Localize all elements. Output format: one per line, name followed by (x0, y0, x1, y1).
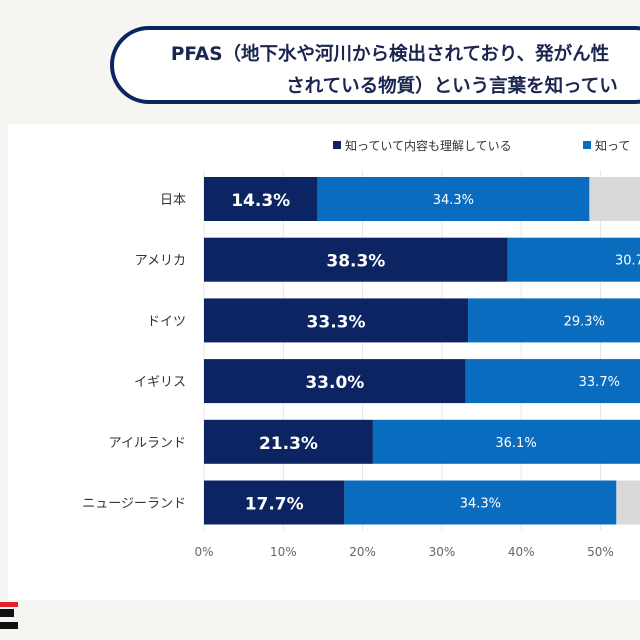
legend-label-1: 知っていて内容も理解している (345, 138, 512, 153)
bar-segment (344, 480, 617, 525)
bar-segment (204, 359, 466, 404)
bar-segment (465, 359, 640, 404)
data-label: 33.3% (307, 312, 366, 332)
title-box (110, 26, 640, 104)
bar-segment (507, 237, 640, 282)
category-label: アイルランド (109, 436, 186, 451)
data-label: 29.3% (564, 314, 605, 329)
data-label: 17.7% (245, 495, 304, 515)
category-label: アメリカ (135, 254, 186, 269)
bar-segment (317, 177, 590, 221)
bar-segment (589, 177, 640, 221)
data-label: 14.3% (231, 191, 290, 211)
x-tick-label: 0% (194, 545, 213, 559)
data-label: 33.7% (579, 375, 620, 390)
category-label: 日本 (160, 193, 186, 208)
category-label: ドイツ (147, 314, 186, 329)
bar-segment (204, 298, 469, 343)
bar-segment (204, 237, 508, 282)
bar-segment (372, 419, 640, 464)
bar-segment (204, 480, 345, 525)
logo (0, 602, 18, 629)
x-tick-label: 30% (429, 545, 456, 559)
x-tick-label: 40% (508, 545, 535, 559)
bar-segment (204, 177, 318, 221)
x-tick-label: 10% (270, 545, 297, 559)
data-label: 34.3% (460, 497, 501, 512)
data-label: 36.1% (495, 436, 536, 451)
data-label: 33.0% (305, 373, 364, 393)
x-tick-label: 50% (587, 545, 614, 559)
legend-swatch-2 (583, 141, 591, 149)
title-line-2: されている物質）という言葉を知ってい (286, 75, 618, 97)
data-label: 30.7 (615, 254, 640, 269)
x-tick-label: 20% (349, 545, 376, 559)
bar-segment (468, 298, 640, 343)
bar-segment (204, 419, 373, 464)
legend: 知っていて内容も理解している 知って (333, 138, 630, 153)
legend-swatch-1 (333, 141, 341, 149)
legend-label-2: 知って (595, 139, 630, 153)
bar-segment (616, 480, 640, 525)
data-label: 21.3% (259, 434, 318, 454)
category-label: イギリス (134, 375, 186, 390)
category-label: ニュージーランド (82, 497, 186, 512)
data-label: 38.3% (326, 252, 385, 272)
data-label: 34.3% (433, 193, 474, 208)
title-line-1: PFAS（地下水や河川から検出されており、発がん性 (171, 43, 609, 65)
